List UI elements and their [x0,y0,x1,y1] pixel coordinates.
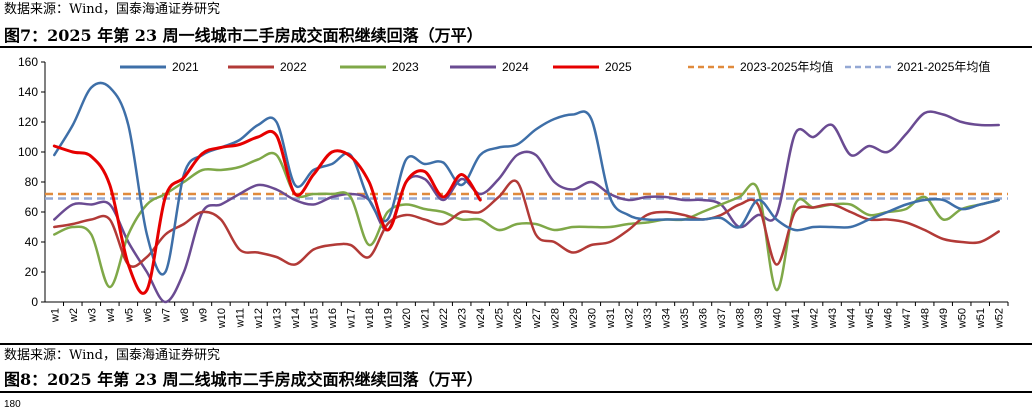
x-tick-label: w44 [846,308,858,329]
x-tick-label: w11 [234,308,246,328]
x-tick-label: w18 [364,308,376,329]
y-tick-label: 160 [18,55,38,69]
x-tick-label: w2 [68,308,80,323]
x-tick-label: w26 [512,308,524,329]
plot-frame [44,62,1008,303]
x-tick-label: w49 [938,308,950,329]
y-axis-ticks: 0 20 40 60 80 100 120 140 160 [18,55,45,309]
x-axis-ticks: w1 w2 w3 w4 w5 w6 w7 w8 w9 w10 w11 w12 w13 w14 w15 w16 w… [49,302,1009,329]
y-tick-label: 140 [18,85,38,99]
source-note-top: 数据来源：Wind，国泰海通证券研究 [4,2,220,17]
legend-label: 2021 [172,60,199,74]
x-tick-label: w1 [49,308,61,323]
x-tick-label: w42 [809,308,821,329]
x-tick-label: w29 [568,308,580,329]
figure7-title: 图7：2025 年第 23 周一线城市二手房成交面积继续回落（万平） [4,26,483,45]
x-tick-label: w19 [383,308,395,329]
legend-label: 2023 [392,60,419,74]
y-tick-label: 0 [31,295,38,309]
title-rule-bottom [0,391,1032,393]
series-line-2021 [53,81,1000,276]
series-line-2024 [53,110,1000,304]
x-tick-label: w31 [605,308,617,329]
series-line-2022 [53,179,1000,268]
x-tick-label: w46 [883,308,895,329]
x-tick-label: w25 [494,308,506,329]
x-tick-label: w10 [216,308,228,329]
x-tick-label: w39 [753,308,765,329]
line-chart: 0 20 40 60 80 100 120 140 160 w1 w2 w3 w4 w5 w6 w7 w8 w9… [18,55,1009,329]
x-tick-label: w35 [679,308,691,329]
y-tick-label: 40 [25,235,39,249]
legend-label: 2022 [280,60,307,74]
series-line-2025 [52,129,482,295]
x-tick-label: w24 [475,308,487,329]
x-tick-label: w47 [901,308,913,329]
x-tick-label: w38 [734,308,746,329]
x-tick-label: w40 [772,308,784,329]
series-lines [45,81,1008,304]
legend-label: 2024 [502,60,529,74]
x-tick-label: w52 [994,308,1006,329]
x-tick-label: w43 [827,308,839,329]
figure8-title: 图8：2025 年第 23 周二线城市二手房成交面积继续回落（万平） [4,370,483,389]
x-tick-label: w20 [401,308,413,329]
x-tick-label: w32 [623,308,635,329]
y-tick-label: 80 [25,175,39,189]
source-note-bottom: 数据来源：Wind，国泰海通证券研究 [4,348,220,363]
x-tick-label: w5 [123,308,135,323]
x-tick-label: w12 [253,308,265,329]
x-tick-label: w48 [920,308,932,329]
x-tick-label: w22 [438,308,450,329]
x-tick-label: w8 [179,308,191,323]
title-rule-top [0,46,1032,48]
x-tick-label: w16 [327,308,339,329]
x-tick-label: w9 [197,308,209,323]
x-tick-label: w3 [86,308,98,323]
x-tick-label: w30 [586,308,598,329]
figure8-partial-tick: 180 [4,399,21,410]
legend: 2021 2022 2023 2024 2025 2023-2025年均值 2021-202… [120,59,990,74]
x-tick-label: w41 [790,308,802,329]
x-tick-label: w14 [290,308,302,329]
y-tick-label: 120 [18,115,38,129]
x-tick-label: w13 [271,308,283,329]
title-rule-mid [0,343,1032,345]
y-tick-label: 60 [25,205,39,219]
x-tick-label: w51 [975,308,987,329]
x-tick-label: w34 [660,308,672,329]
x-tick-label: w27 [531,308,543,329]
x-tick-label: w36 [697,308,709,329]
y-tick-label: 20 [25,265,39,279]
x-tick-label: w4 [105,308,117,323]
legend-label: 2023-2025年均值 [740,59,833,74]
series-line-2023 [53,151,1000,292]
x-tick-label: w21 [420,308,432,329]
x-tick-label: w6 [142,308,154,323]
x-tick-label: w17 [346,308,358,329]
x-tick-label: w23 [457,308,469,329]
legend-label: 2025 [605,60,632,74]
x-tick-label: w7 [160,308,172,323]
legend-label: 2021-2025年均值 [897,59,990,74]
x-tick-label: w37 [716,308,728,329]
x-tick-label: w45 [864,308,876,329]
y-tick-label: 100 [18,145,38,159]
x-tick-label: w50 [957,308,969,329]
x-tick-label: w28 [549,308,561,329]
x-tick-label: w15 [309,308,321,329]
x-tick-label: w33 [642,308,654,329]
